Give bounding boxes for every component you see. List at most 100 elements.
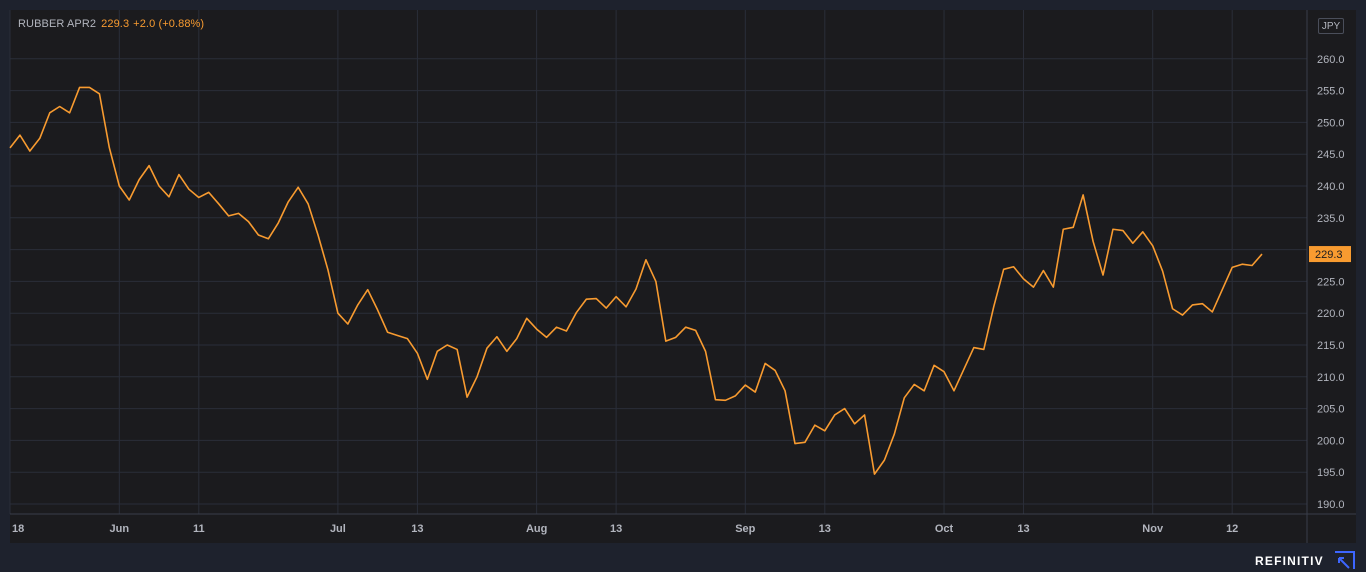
data-point	[88, 86, 91, 89]
data-point	[1012, 265, 1015, 268]
data-point	[1092, 240, 1095, 243]
data-point	[575, 311, 578, 314]
data-point	[982, 348, 985, 351]
data-point	[148, 164, 151, 167]
data-point	[38, 137, 41, 140]
data-point	[644, 258, 647, 261]
x-tick-label: Jun	[110, 523, 130, 535]
data-point	[177, 173, 180, 176]
y-tick-label: 235.0	[1317, 213, 1345, 225]
data-point	[784, 389, 787, 392]
data-point	[247, 220, 250, 223]
data-point	[48, 111, 51, 114]
data-point	[446, 344, 449, 347]
x-tick-label: Sep	[735, 523, 755, 535]
data-point	[823, 429, 826, 432]
data-point	[724, 399, 727, 402]
data-point	[1251, 264, 1254, 267]
data-point	[873, 473, 876, 476]
currency-button[interactable]: JPY	[1318, 18, 1344, 34]
data-point	[545, 336, 548, 339]
data-point	[128, 198, 131, 201]
data-point	[406, 337, 409, 340]
y-tick-label: 190.0	[1317, 499, 1345, 511]
data-point	[138, 178, 141, 181]
y-tick-label: 250.0	[1317, 117, 1345, 129]
data-point	[336, 312, 339, 315]
data-point	[277, 221, 280, 224]
data-point	[803, 441, 806, 444]
data-point	[654, 280, 657, 283]
y-tick-label: 240.0	[1317, 181, 1345, 193]
data-point	[1141, 230, 1144, 233]
data-point	[1062, 228, 1065, 231]
y-tick-label: 245.0	[1317, 149, 1345, 161]
data-point	[1201, 302, 1204, 305]
data-point	[267, 237, 270, 240]
data-point	[774, 369, 777, 372]
data-point	[933, 364, 936, 367]
data-point	[913, 383, 916, 386]
data-point	[466, 396, 469, 399]
data-point	[1082, 193, 1085, 196]
data-point	[187, 188, 190, 191]
data-point	[436, 350, 439, 353]
data-point	[923, 389, 926, 392]
data-point	[1161, 270, 1164, 273]
x-tick-label: 18	[12, 523, 24, 535]
data-point	[456, 348, 459, 351]
data-point	[1032, 286, 1035, 289]
data-point	[167, 195, 170, 198]
data-point	[1231, 266, 1234, 269]
legend-symbol: RUBBER APR2	[18, 18, 97, 30]
data-point	[376, 309, 379, 312]
data-point	[495, 335, 498, 338]
data-point	[525, 317, 528, 320]
data-point	[227, 214, 230, 217]
data-point	[317, 233, 320, 236]
x-tick-label: 12	[1226, 523, 1238, 535]
data-point	[674, 336, 677, 339]
data-point	[1052, 286, 1055, 289]
chart-area[interactable]	[10, 10, 1356, 543]
data-point	[1072, 226, 1075, 229]
data-point	[734, 394, 737, 397]
data-point	[664, 340, 667, 343]
data-point	[952, 389, 955, 392]
data-point	[893, 433, 896, 436]
x-tick-label: Oct	[935, 523, 954, 535]
data-point	[635, 288, 638, 291]
data-point	[1002, 268, 1005, 271]
data-point	[704, 350, 707, 353]
y-tick-label: 225.0	[1317, 276, 1345, 288]
data-point	[1221, 288, 1224, 291]
data-point	[903, 396, 906, 399]
data-point	[625, 305, 628, 308]
data-point	[307, 202, 310, 205]
x-tick-label: 13	[819, 523, 831, 535]
data-point	[426, 378, 429, 381]
data-point	[843, 407, 846, 410]
data-point	[237, 212, 240, 215]
brand-wordmark: REFINITIV	[1255, 554, 1324, 568]
data-point	[108, 146, 111, 149]
data-point	[535, 328, 538, 331]
data-point	[326, 268, 329, 271]
data-point	[962, 368, 965, 371]
data-point	[28, 150, 31, 153]
y-tick-label: 210.0	[1317, 372, 1345, 384]
price-series-line	[9, 86, 1263, 475]
data-point	[416, 352, 419, 355]
data-point	[207, 191, 210, 194]
data-point	[684, 326, 687, 329]
y-tick-label: 260.0	[1317, 54, 1345, 66]
data-point	[366, 288, 369, 291]
y-tick-label: 200.0	[1317, 435, 1345, 447]
data-point	[754, 391, 757, 394]
y-tick-label: 215.0	[1317, 340, 1345, 352]
data-point	[515, 337, 518, 340]
x-tick-label: Nov	[1142, 523, 1164, 535]
data-point	[694, 329, 697, 332]
x-tick-label: Aug	[526, 523, 547, 535]
